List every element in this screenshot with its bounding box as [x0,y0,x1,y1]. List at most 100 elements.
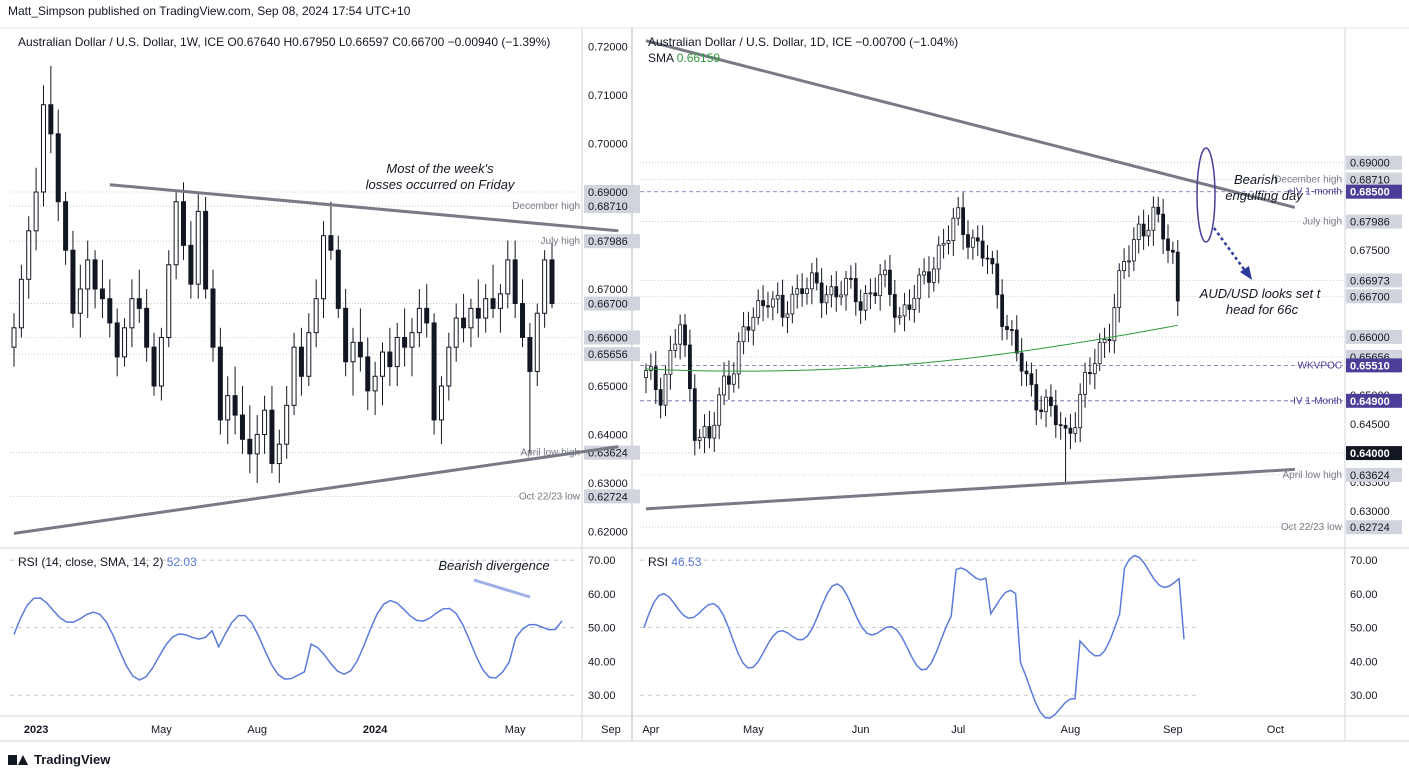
weekly-candle-body [85,259,91,290]
daily-candle-body [878,274,883,297]
weekly-candle-body [99,288,105,300]
daily-candle-body [1053,405,1058,426]
weekly-candle-body [158,336,164,387]
weekly-candle-body [232,395,238,416]
daily-price-tag [1346,467,1402,482]
daily-level-name: -IV 1-Month [1290,396,1342,407]
daily-candle-body [931,268,936,283]
weekly-candle-body [372,375,378,392]
daily-candle-body [868,292,873,295]
daily-candle-body [1141,223,1146,237]
daily-candle-body [1019,352,1024,372]
daily-candle-body [1068,427,1073,434]
daily-price-tag [1346,184,1402,199]
weekly-candle-body [284,404,290,445]
weekly-candle-body [181,201,187,246]
weekly-price-tag [584,234,640,249]
weekly-candle-body [269,409,275,465]
weekly-price-tag [584,330,640,345]
publisher-header: Matt_Simpson published on TradingView.co… [8,4,411,18]
weekly-y-tick: 0.64000 [588,429,628,441]
daily-candle-body [785,313,790,318]
daily-candle-body [1175,251,1180,302]
daily-price-tag-text: 0.66000 [1350,332,1390,344]
daily-candle-body [814,272,819,284]
daily-candle-body [790,293,795,315]
weekly-candle-body [210,288,216,348]
weekly-candle-body [217,346,223,421]
daily-candle-body [1156,206,1161,215]
daily-candle-body [805,288,809,295]
weekly-price-tag [584,185,640,200]
daily-candle-body [975,237,980,242]
daily-candle-body [1107,339,1112,342]
weekly-candle-body [497,293,503,309]
footer-brand: TradingView [34,752,111,767]
daily-x-tick: Oct [1267,724,1284,736]
daily-candle-body [1092,363,1097,375]
daily-candle-body [702,426,707,438]
daily-candle-body [922,271,926,276]
daily-candle-body [985,257,990,260]
rsi-label: RSI [648,555,671,569]
weekly-candle-body [534,312,540,372]
weekly-x-tick: May [505,724,526,736]
daily-x-tick: May [743,724,764,736]
daily-candle-body [663,373,668,406]
weekly-candle-body [379,351,385,377]
weekly-candle-body [468,307,474,329]
weekly-candle-body [291,346,297,406]
daily-candle-body [1151,206,1156,231]
weekly-candle-body [483,298,489,319]
daily-candle-body [678,324,683,345]
daily-candle-body [673,343,678,351]
daily-candle-body [1058,424,1063,427]
daily-price-tag [1346,358,1402,373]
daily-candle-body [1039,409,1044,413]
daily-price-tag [1346,273,1402,288]
weekly-legend: Australian Dollar / U.S. Dollar, 1W, ICE… [18,35,550,49]
daily-candle-body [907,304,912,310]
daily-price-tag-text: 0.68500 [1350,187,1390,199]
daily-candle-body [1122,261,1126,272]
weekly-trendline [109,183,619,233]
daily-candle-body [1127,260,1131,263]
weekly-candle-body [92,259,98,290]
daily-rsi-pane: 70.00 60.00 50.00 40.00 30.00 [640,554,1378,719]
weekly-x-tick: Sep [601,724,621,736]
daily-level-name: Oct 22/23 low [1281,522,1343,533]
daily-candle-body [1000,294,1005,327]
daily-candle-body [1034,384,1039,411]
daily-level-name: WKVPOC [1298,360,1342,371]
weekly-price-tag-text: 0.67986 [588,236,628,248]
weekly-candle-body [328,235,334,251]
daily-candle-body [756,300,761,318]
weekly-candle-body [239,414,245,440]
daily-candle-body [1088,372,1092,375]
daily-price-tag-text: 0.65510 [1350,360,1390,372]
daily-candle-body [936,244,941,270]
weekly-candle-body [416,307,422,334]
daily-price-tag [1346,289,1402,304]
daily-candle-body [736,341,741,375]
tradingview-logo-icon [8,753,28,767]
daily-price-tag [1346,172,1402,187]
weekly-candle-body [453,317,459,348]
daily-x-tick: Apr [642,724,659,736]
weekly-candle-body [542,259,548,314]
weekly-legend-part: 0.67950 [292,35,339,49]
daily-candle-body [1078,393,1083,429]
tradingview-footer[interactable]: TradingView [8,752,110,767]
daily-trendline [645,467,1295,511]
weekly-candle-body [129,298,135,329]
daily-candle-body [692,388,697,441]
weekly-candle-body [298,346,304,377]
chart-frame [0,27,1409,742]
weekly-candle-body [475,307,481,319]
daily-candle-body [1102,339,1107,344]
weekly-y-tick: 0.71000 [588,90,628,102]
daily-rsi-y-tick: 70.00 [1350,555,1378,567]
weekly-candle-body [527,336,533,372]
daily-candle-body [951,217,956,241]
